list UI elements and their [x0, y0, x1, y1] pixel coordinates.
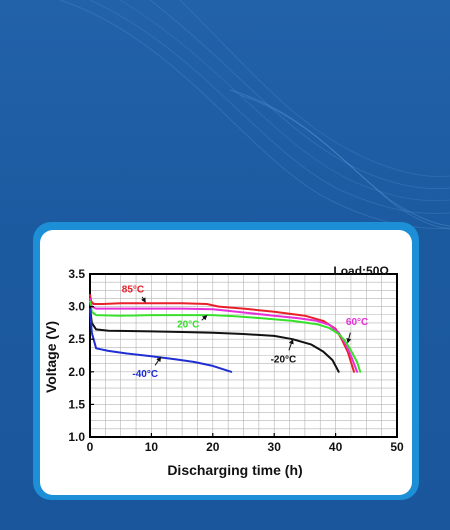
series-label-1: 60°C	[346, 317, 368, 328]
series-line-4	[89, 308, 233, 373]
series-label-arrow-2	[201, 315, 208, 321]
series-label-3: -20°C	[271, 355, 297, 366]
x-axis-label: Discharging time (h)	[167, 462, 302, 478]
y-tick-label: 2.5	[68, 332, 85, 346]
x-tick-label: 30	[268, 440, 282, 454]
load-annotation: Load:50Ω	[333, 264, 389, 278]
y-tick-label: 1.0	[68, 430, 85, 444]
series-label-2: 20°C	[177, 319, 199, 330]
x-tick-label: 40	[329, 440, 343, 454]
x-tick-label: 10	[145, 440, 159, 454]
series-label-4: -40°C	[132, 369, 158, 380]
series-label-arrow-0	[141, 296, 146, 303]
series-label-0: 85°C	[122, 284, 144, 295]
y-tick-label: 3.5	[68, 267, 85, 281]
x-tick-label: 20	[206, 440, 220, 454]
series-label-arrow-3	[288, 338, 294, 351]
x-tick-label: 0	[87, 440, 94, 454]
series-label-arrow-4	[154, 356, 162, 366]
series-line-1	[89, 297, 359, 373]
series-label-arrow-1	[346, 332, 352, 344]
plot-frame	[89, 273, 398, 438]
y-tick-label: 2.0	[68, 365, 85, 379]
y-axis-label: Voltage (V)	[43, 321, 59, 393]
y-tick-label: 1.5	[68, 397, 85, 411]
series-line-3	[89, 305, 340, 373]
x-tick-label: 50	[390, 440, 404, 454]
series-line-2	[89, 300, 362, 373]
series-line-0	[89, 293, 355, 373]
y-tick-label: 3.0	[68, 300, 85, 314]
